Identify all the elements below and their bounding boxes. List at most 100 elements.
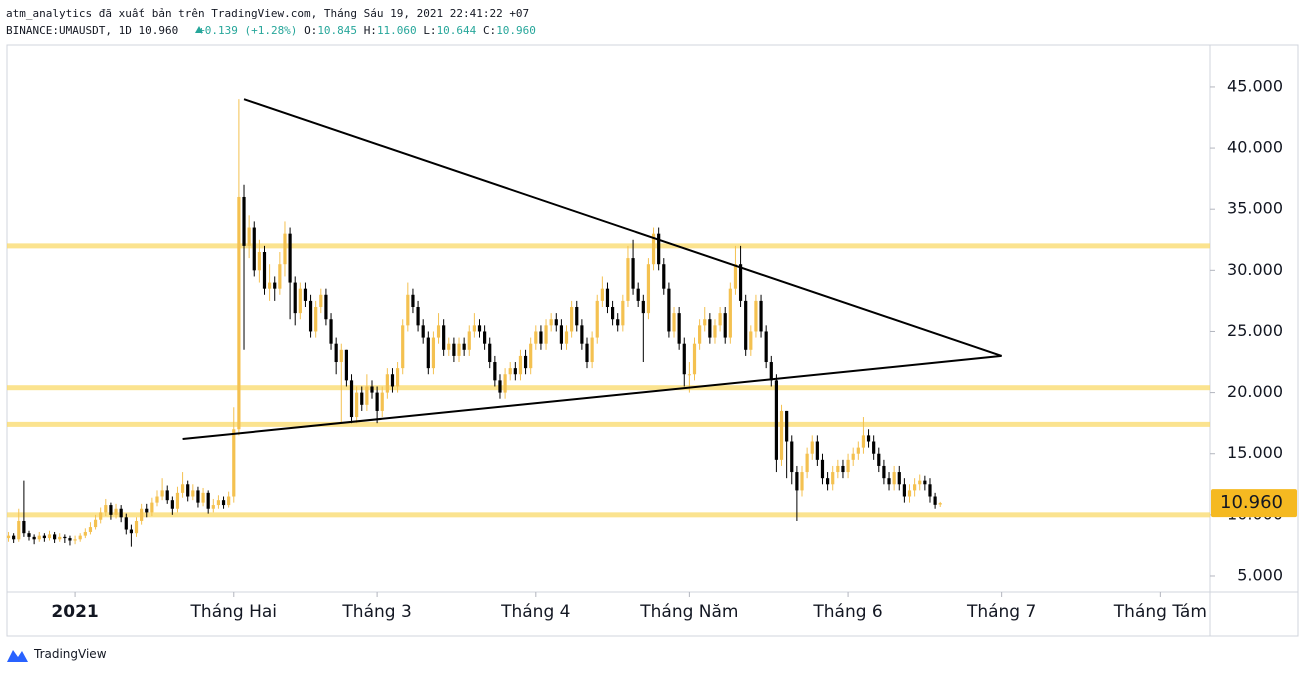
candle-body bbox=[63, 536, 67, 539]
candle-body bbox=[529, 343, 533, 369]
candle-body bbox=[12, 535, 16, 540]
y-tick-label: 20.000 bbox=[1227, 382, 1283, 401]
candle-body bbox=[662, 264, 666, 289]
candle-body bbox=[595, 300, 599, 338]
candle-body bbox=[298, 288, 302, 314]
candle-body bbox=[897, 472, 901, 485]
candle-body bbox=[406, 294, 410, 326]
candle-body bbox=[564, 331, 569, 344]
candle-body bbox=[575, 307, 579, 326]
candle-body bbox=[232, 429, 236, 497]
trendline bbox=[182, 354, 1002, 441]
support-band bbox=[7, 243, 1210, 249]
candle-body bbox=[175, 492, 180, 509]
candle-body bbox=[150, 502, 154, 513]
candle-body bbox=[457, 343, 461, 356]
candle-body bbox=[631, 258, 635, 289]
candle-body bbox=[600, 288, 604, 301]
candle-body bbox=[820, 459, 825, 479]
candle-body bbox=[907, 490, 912, 497]
candle-body bbox=[851, 453, 855, 460]
candle-body bbox=[283, 233, 287, 265]
candle-body bbox=[513, 368, 517, 375]
candle-body bbox=[191, 490, 195, 497]
candle-body bbox=[703, 319, 707, 326]
candle-body bbox=[902, 484, 906, 497]
candle-body bbox=[160, 490, 164, 497]
candle-body bbox=[257, 251, 261, 271]
candle-body bbox=[165, 490, 169, 501]
x-tick-label: 2021 bbox=[51, 602, 98, 622]
candle-body bbox=[140, 508, 144, 521]
candle-body bbox=[124, 517, 128, 530]
candle-body bbox=[180, 484, 185, 493]
candle-body bbox=[355, 392, 359, 418]
candle-body bbox=[580, 325, 584, 344]
candle-body bbox=[314, 307, 318, 332]
candle-body bbox=[872, 441, 876, 454]
candle-body bbox=[672, 313, 676, 332]
trendlines bbox=[182, 98, 1002, 441]
candle-body bbox=[442, 325, 446, 350]
candle-body bbox=[877, 453, 881, 466]
candle-body bbox=[370, 386, 374, 393]
candle-body bbox=[109, 505, 113, 515]
candle-body bbox=[892, 472, 896, 485]
change: +0.139 (+1.28%) bbox=[198, 24, 298, 37]
candle-body bbox=[365, 386, 369, 405]
up-arrow-icon bbox=[195, 26, 203, 33]
candle-body bbox=[360, 392, 364, 405]
candle-body bbox=[570, 307, 574, 332]
candle-body bbox=[22, 520, 26, 534]
candle-body bbox=[856, 447, 860, 454]
candle-body bbox=[416, 307, 420, 326]
candle-body bbox=[262, 251, 267, 289]
candle-body bbox=[795, 472, 799, 491]
support-band bbox=[7, 385, 1210, 391]
candle-body bbox=[861, 435, 866, 448]
candle-body bbox=[385, 374, 389, 393]
candle-body bbox=[462, 343, 466, 350]
candle-body bbox=[375, 392, 379, 411]
candle-body bbox=[508, 368, 512, 375]
candle-body bbox=[651, 233, 656, 265]
candle-body bbox=[933, 496, 937, 505]
candle-body bbox=[785, 410, 789, 442]
tradingview-logo bbox=[7, 650, 28, 662]
ohlc-key: L: bbox=[423, 24, 437, 37]
x-tick-label: Tháng 7 bbox=[966, 602, 1036, 622]
candle-body bbox=[779, 410, 784, 460]
support-band bbox=[7, 421, 1210, 427]
brand: TradingView bbox=[34, 647, 107, 661]
candle-body bbox=[344, 349, 348, 381]
candle-body bbox=[846, 459, 850, 473]
candle-body bbox=[918, 480, 922, 485]
candle-body bbox=[841, 465, 845, 473]
candle-body bbox=[769, 362, 773, 381]
last-price-box bbox=[1211, 489, 1297, 518]
candle-body bbox=[523, 355, 528, 369]
candle-body bbox=[549, 319, 553, 326]
candle-body bbox=[692, 343, 697, 375]
candle-body bbox=[759, 300, 763, 332]
candle-body bbox=[68, 538, 72, 541]
candle-body bbox=[47, 534, 52, 539]
ohlc-key: C: bbox=[482, 24, 497, 37]
trendline bbox=[243, 98, 1002, 357]
candle-body bbox=[800, 472, 804, 491]
candle-body bbox=[390, 374, 395, 387]
candle-body bbox=[738, 264, 743, 301]
candle-body bbox=[928, 484, 932, 497]
last: 10.960 bbox=[138, 24, 179, 37]
axes: 5.00010.00015.00020.00025.00030.00035.00… bbox=[51, 76, 1297, 622]
candle-body bbox=[242, 196, 246, 246]
candle-body bbox=[493, 362, 497, 381]
y-tick-label: 30.000 bbox=[1227, 260, 1283, 279]
candle-body bbox=[518, 355, 523, 375]
candle-body bbox=[713, 325, 717, 338]
candle-body bbox=[206, 492, 210, 509]
candle-body bbox=[303, 288, 308, 301]
candle-body bbox=[790, 441, 794, 473]
candle-body bbox=[667, 288, 671, 332]
